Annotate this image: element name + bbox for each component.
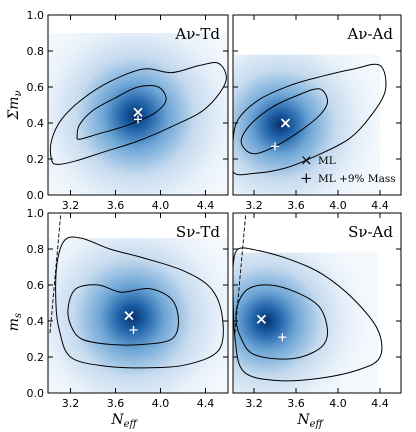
x-tick-label: 4.4 bbox=[197, 397, 215, 410]
contour-95 bbox=[233, 63, 387, 176]
panel-a-nu-td: 3.2 3.6 4.0 4.4 0.0 0.2 0.4 0.6 0.8 1.0 Aν-Td bbox=[27, 9, 229, 212]
legend: × ML + ML +9% Mass bbox=[300, 151, 396, 187]
x-tick-label: 4.4 bbox=[371, 199, 389, 212]
mass-marker bbox=[271, 142, 279, 151]
x-tick-label: 3.2 bbox=[245, 397, 263, 410]
x-tick-label: 3.6 bbox=[287, 199, 305, 212]
panel-a-nu-ad: 3.2 3.6 4.0 4.4 Aν-Ad bbox=[232, 14, 402, 212]
x-tick-label: 4.0 bbox=[329, 397, 347, 410]
x-tick-label: 3.6 bbox=[287, 397, 305, 410]
bottom-ylabel-main: m bbox=[6, 318, 22, 331]
x-tick-label: 3.2 bbox=[62, 199, 80, 212]
y-tick-label: 1.0 bbox=[27, 9, 45, 22]
mass-marker bbox=[278, 333, 287, 342]
y-tick-label: 0.4 bbox=[27, 315, 45, 328]
contour-95 bbox=[55, 236, 224, 369]
prior-boundary-line bbox=[234, 213, 247, 334]
x-tick-label: 4.4 bbox=[197, 199, 215, 212]
legend-ml-label: ML bbox=[318, 155, 336, 167]
x-tick-label: 4.0 bbox=[152, 397, 170, 410]
contour-68 bbox=[235, 284, 329, 360]
density-map bbox=[233, 54, 380, 195]
legend-mass-marker: + bbox=[300, 169, 313, 187]
ml-marker bbox=[280, 118, 291, 128]
x-tick-label: 3.6 bbox=[107, 397, 125, 410]
y-tick-label: 1.0 bbox=[27, 207, 45, 220]
xlabel-sub-right: eff bbox=[310, 419, 325, 430]
ml-marker bbox=[124, 310, 134, 321]
mass-marker bbox=[134, 115, 142, 124]
top-ylabel-main: Σm bbox=[6, 96, 22, 120]
x-tick-label: 3.6 bbox=[107, 199, 125, 212]
y-tick-label: 0.6 bbox=[27, 81, 45, 94]
y-tick-label: 0.6 bbox=[27, 279, 45, 292]
mass-marker bbox=[129, 326, 138, 334]
bottom-y-axis-label: ms bbox=[6, 313, 24, 331]
y-tick-label: 0.2 bbox=[27, 351, 45, 364]
y-tick-label: 0.0 bbox=[27, 189, 45, 202]
contour-68 bbox=[67, 284, 180, 346]
right-x-axis-label: Neff bbox=[296, 412, 324, 430]
panel-label: Sν-Td bbox=[176, 223, 220, 241]
xlabel-sub-left: eff bbox=[124, 419, 139, 430]
bottom-ylabel-sub: s bbox=[13, 313, 24, 318]
prior-boundary-line bbox=[49, 213, 62, 334]
panel-s-nu-ad: 3.2 3.6 4.0 4.4 Sν-Ad bbox=[232, 212, 402, 410]
y-tick-label: 0.8 bbox=[27, 243, 45, 256]
x-tick-label: 3.2 bbox=[62, 397, 80, 410]
xlabel-main-right: N bbox=[296, 412, 310, 428]
y-tick-label: 0.2 bbox=[27, 153, 45, 166]
axes-frame bbox=[232, 14, 402, 196]
panel-label: Aν-Ad bbox=[347, 25, 394, 43]
svg-text:Σmν: Σmν bbox=[6, 90, 24, 120]
panel-s-nu-td: 3.2 3.6 4.0 4.4 0.0 0.2 0.4 0.6 0.8 1.0 Sν-Td bbox=[27, 207, 229, 410]
density-map bbox=[233, 252, 378, 393]
panel-label: Aν-Td bbox=[174, 25, 220, 43]
contour-95 bbox=[49, 62, 227, 165]
axes-frame bbox=[232, 212, 402, 394]
svg-text:ms: ms bbox=[6, 313, 24, 331]
y-tick-label: 0.4 bbox=[27, 117, 45, 130]
contour-68 bbox=[240, 88, 329, 155]
top-ylabel-sub: ν bbox=[13, 90, 24, 96]
panel-label: Sν-Ad bbox=[348, 223, 393, 241]
x-tick-label: 4.0 bbox=[152, 199, 170, 212]
legend-mass-label: ML +9% Mass bbox=[318, 173, 396, 185]
contour-68 bbox=[76, 85, 167, 140]
x-tick-label: 4.0 bbox=[329, 199, 347, 212]
axes-frame bbox=[47, 14, 229, 196]
xlabel-main-left: N bbox=[110, 412, 124, 428]
y-tick-label: 0.0 bbox=[27, 387, 45, 400]
top-y-axis-label: Σmν bbox=[6, 90, 24, 120]
density-map bbox=[48, 33, 228, 195]
ml-marker bbox=[256, 314, 266, 324]
y-tick-label: 0.8 bbox=[27, 45, 45, 58]
axes-frame bbox=[47, 212, 229, 394]
left-x-axis-label: Neff bbox=[110, 412, 138, 430]
density-map bbox=[48, 238, 228, 393]
legend-ml-marker: × bbox=[300, 151, 313, 169]
x-tick-label: 3.2 bbox=[245, 199, 263, 212]
x-tick-label: 4.4 bbox=[371, 397, 389, 410]
ml-marker bbox=[133, 107, 143, 117]
